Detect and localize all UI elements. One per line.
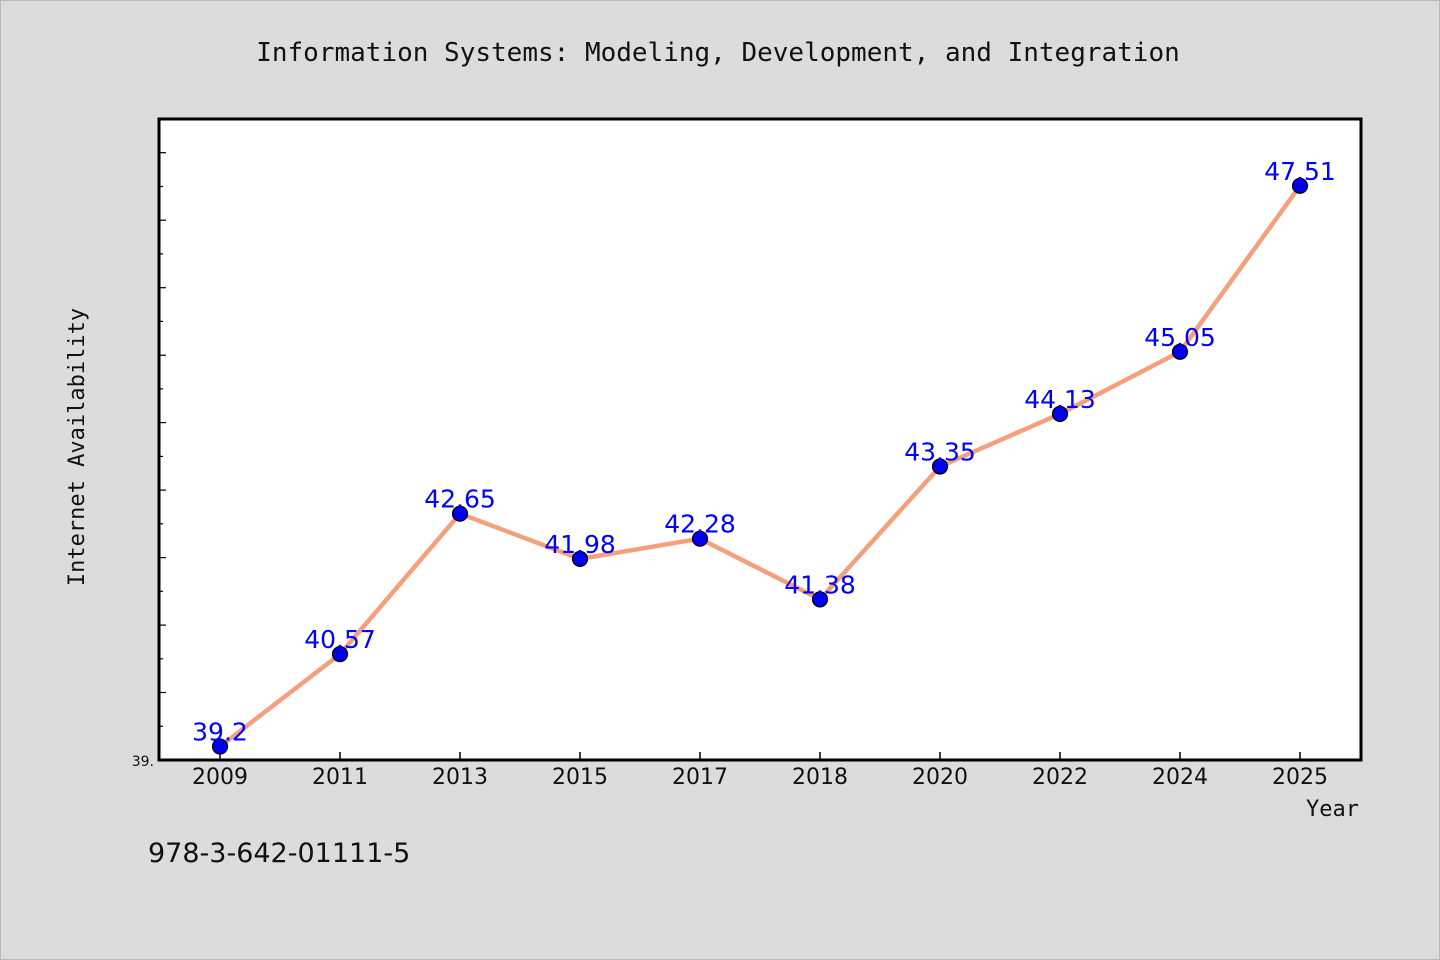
series-markers [211,177,1309,755]
x-tick-label: 2022 [1032,765,1088,790]
data-point [1291,177,1309,194]
x-tick-label: 2024 [1152,765,1208,790]
data-label: 45.05 [1144,323,1216,352]
data-labels: 39.2 40.57 42.65 41.98 42.28 41.38 43.35 44.13 4… [192,157,1336,747]
data-point [691,530,709,547]
x-tick-label: 2020 [912,765,968,790]
x-tick-label: 2018 [792,765,848,790]
data-point [811,591,829,608]
data-point [1051,405,1069,422]
series-line [217,183,1303,749]
chart-title: Information Systems: Modeling, Developme… [256,38,1180,68]
data-label: 42.28 [664,510,736,539]
y-tick-label: 39. [132,754,154,770]
x-tick-label: 2011 [312,765,368,790]
data-point [1171,343,1189,360]
data-point [931,458,949,475]
y-axis-label: Internet Availability [65,308,90,586]
y-axis-ticks [159,152,166,727]
x-tick-label: 2017 [672,765,728,790]
data-label: 41.38 [784,570,856,599]
data-label: 43.35 [904,438,976,467]
data-label: 44.13 [1024,385,1096,414]
data-label: 47.51 [1264,157,1336,186]
data-point [571,550,589,568]
x-tick-label: 2013 [432,765,488,790]
data-point [331,645,349,663]
x-tick-labels: 2009 2011 2013 2015 2017 2018 2020 2022 2024 2025 [192,765,1328,790]
x-tick-label: 2009 [192,765,248,790]
data-label: 41.98 [544,530,616,559]
x-axis-label: Year [1306,797,1359,822]
data-point [211,738,229,755]
data-label: 40.57 [304,625,376,654]
data-point [451,505,469,522]
data-label: 42.65 [424,485,496,514]
plot-area [157,117,1363,762]
x-tick-label: 2015 [552,765,608,790]
x-tick-label: 2025 [1272,765,1328,790]
footer-isbn: 978-3-642-01111-5 [148,838,410,869]
data-label: 39.2 [192,718,248,747]
